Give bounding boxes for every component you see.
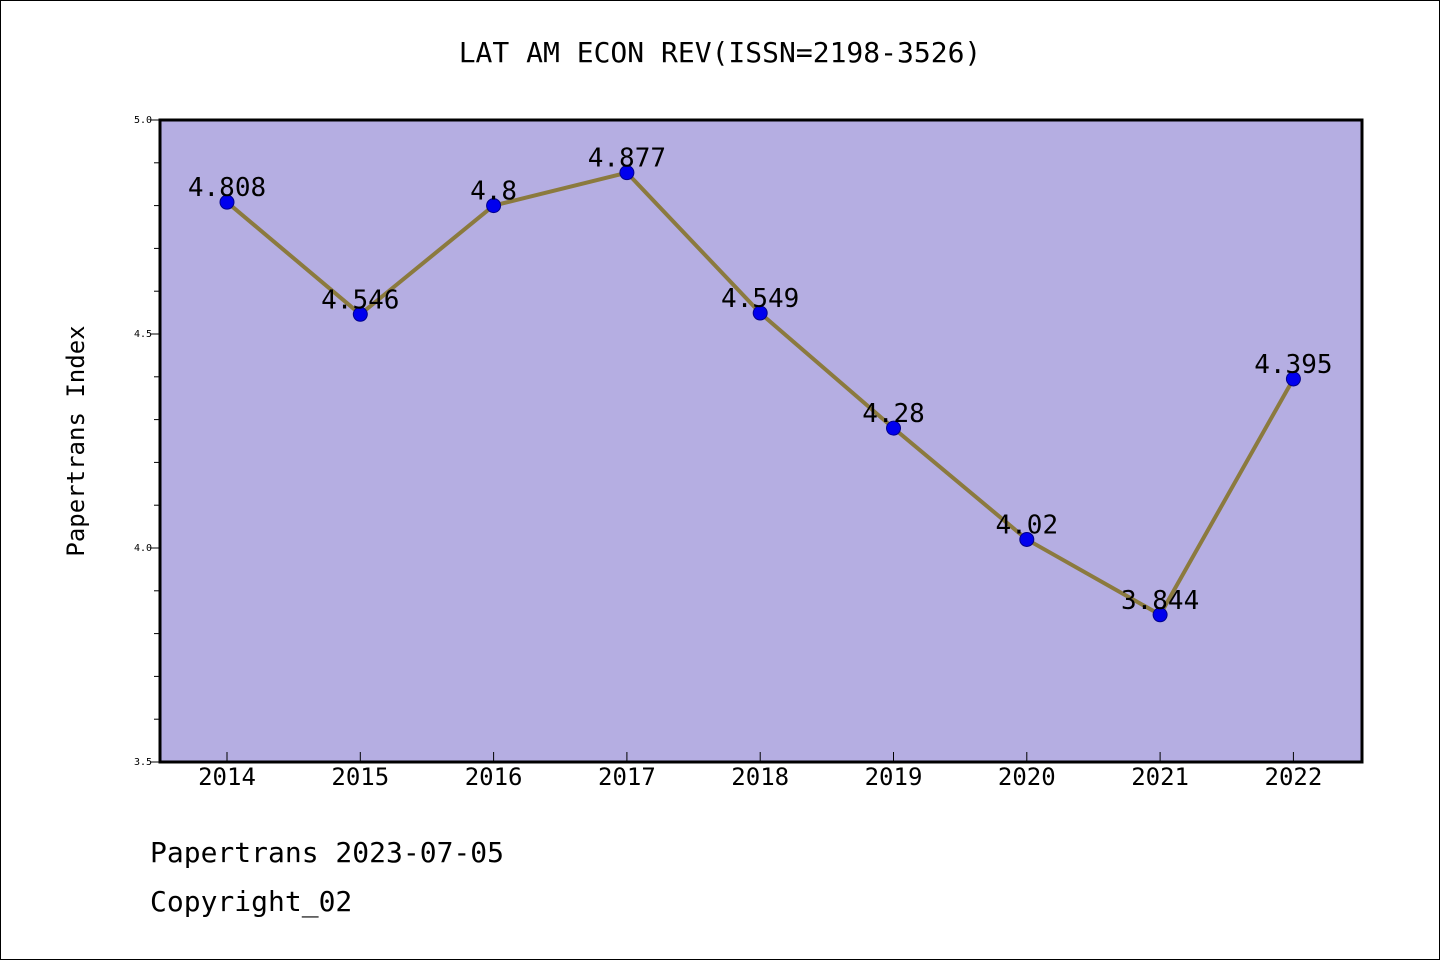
footer-copyright: Copyright_02: [150, 885, 353, 918]
data-label: 4.549: [721, 284, 799, 314]
data-point: [619, 165, 635, 181]
data-label: 3.844: [1121, 586, 1199, 616]
x-tick-label: 2020: [998, 763, 1056, 791]
footer-source: Papertrans 2023-07-05: [150, 836, 505, 869]
data-point: [752, 305, 768, 321]
data-label: 4.28: [862, 399, 925, 429]
x-tick-label: 2017: [598, 763, 656, 791]
x-tick-label: 2014: [198, 763, 256, 791]
x-tick-label: 2015: [331, 763, 389, 791]
data-point: [1019, 531, 1035, 547]
data-point: [886, 420, 901, 436]
x-tick-label: 2022: [1265, 763, 1323, 791]
data-label: 4.546: [321, 285, 399, 315]
x-axis-ticks: 2014 2015 2016 2017 2018 2019 2020 2021 2022: [198, 752, 1322, 791]
chart-title: LAT AM ECON REV(ISSN=2198-3526): [458, 36, 982, 69]
data-point: [486, 198, 502, 214]
data-label: 4.8: [470, 177, 517, 207]
data-labels: 4.808 4.546 4.8 4.877 4.549 4.28 4.02 3.844 4.39…: [188, 144, 1333, 616]
y-tick-label: 4.5: [134, 329, 152, 340]
data-point: [352, 306, 368, 322]
x-tick-label: 2019: [865, 763, 923, 791]
data-label: 4.395: [1254, 350, 1332, 380]
y-tick-label: 5.0: [134, 115, 152, 126]
y-axis-ticks: 3.5 4.0 4.5 5.0: [134, 115, 160, 768]
x-tick-label: 2018: [731, 763, 789, 791]
data-label: 4.877: [588, 144, 666, 174]
data-point: [1285, 371, 1301, 387]
x-tick-label: 2021: [1131, 763, 1189, 791]
y-tick-label: 4.0: [134, 543, 152, 554]
data-label: 4.808: [188, 173, 266, 203]
y-tick-label: 3.5: [134, 757, 152, 768]
x-tick-label: 2016: [465, 763, 523, 791]
data-label: 4.02: [995, 510, 1058, 540]
data-point: [219, 194, 235, 210]
data-point: [1152, 607, 1168, 623]
data-markers: [219, 165, 1301, 623]
plot-border: [158, 118, 1364, 764]
plot-area: [160, 120, 1362, 762]
y-axis-label: Papertrans Index: [62, 325, 90, 556]
